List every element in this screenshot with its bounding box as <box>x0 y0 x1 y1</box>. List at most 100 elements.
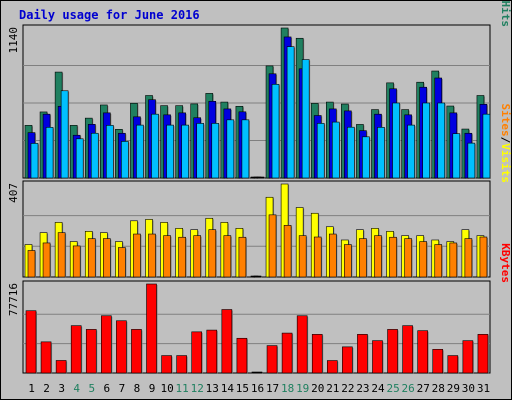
x-tick-26: 26 <box>402 382 415 395</box>
legend-text-1-2: Visits <box>499 143 512 183</box>
bar-pages-30: Pages 30: 265 <box>467 142 476 179</box>
bar-kbytes-18: KBytes 18: 34856 <box>281 332 294 374</box>
bar-kbytes-28: KBytes 28: 20663 <box>432 349 444 374</box>
bar-sites-27: Sites 27: 155 <box>419 241 428 278</box>
x-tick-15: 15 <box>236 382 249 395</box>
bar-kbytes-16: KBytes 16: 0 <box>251 371 263 374</box>
x-tick-27: 27 <box>417 382 430 395</box>
x-tick-2: 2 <box>43 382 50 395</box>
bar-pages-10: Pages 10: 402 <box>166 124 175 179</box>
legend-text-0-3: / <box>499 0 512 1</box>
bar-kbytes-5: KBytes 5: 38066 <box>85 329 98 374</box>
x-tick-14: 14 <box>221 382 235 395</box>
bar-kbytes-23: KBytes 23: 33762 <box>357 334 369 374</box>
bar-pages-2: Pages 2: 385 <box>45 127 55 179</box>
x-axis-labels: 1 2 3 4 5 6 7 8 9 10 11 12 13 14 15 16 17 18 19 20 21 22 23 24 2… <box>28 382 490 395</box>
bar-sites-24: Sites 24: 181 <box>374 235 383 278</box>
x-tick-4: 4 <box>73 382 80 395</box>
bar-sites-16: Sites 16: 0 <box>253 275 262 278</box>
bar-kbytes-22: KBytes 22: 22824 <box>342 346 354 374</box>
x-tick-23: 23 <box>356 382 369 395</box>
legend-text-0-4: Hits <box>499 1 512 28</box>
bar-pages-31: Pages 31: 485 <box>482 113 491 179</box>
x-tick-8: 8 <box>134 382 141 395</box>
bar-pages-4: Pages 4: 298 <box>75 138 85 179</box>
bar-sites-29: Sites 29: 149 <box>449 242 458 278</box>
bar-pages-7: Pages 7: 278 <box>121 141 130 179</box>
panel-2: 77716 KBytes KBytes 1: 54386KBytes 2: 2719… <box>7 243 512 374</box>
bar-sites-12: Sites 12: 181 <box>193 235 202 278</box>
panel-2-max-label: 77716 <box>7 283 20 316</box>
bar-kbytes-7: KBytes 7: 45628 <box>116 320 128 374</box>
bar-kbytes-2: KBytes 2: 27196 <box>40 341 53 374</box>
bar-kbytes-29: KBytes 29: 15213 <box>447 355 459 374</box>
bar-pages-5: Pages 5: 340 <box>90 132 100 179</box>
panel-0-max-label: 1140 <box>7 27 20 54</box>
legend-text-1-0: Sites <box>499 104 512 137</box>
x-tick-25: 25 <box>386 382 399 395</box>
bar-kbytes-27: KBytes 27: 36966 <box>417 330 429 374</box>
bar-kbytes-1: KBytes 1: 54386 <box>25 310 37 374</box>
bar-sites-10: Sites 10: 181 <box>163 235 172 278</box>
bar-sites-30: Sites 30: 168 <box>464 238 473 278</box>
x-tick-3: 3 <box>58 382 65 395</box>
bar-pages-8: Pages 8: 402 <box>136 124 145 179</box>
bar-sites-28: Sites 28: 142 <box>434 244 443 278</box>
bar-kbytes-21: KBytes 21: 10876 <box>326 360 339 374</box>
bar-kbytes-25: KBytes 25: 38066 <box>387 329 399 374</box>
chart-title: Daily usage for June 2016 <box>19 8 200 22</box>
bar-kbytes-19: KBytes 19: 49993 <box>296 315 309 374</box>
bar-sites-9: Sites 9: 188 <box>148 233 157 278</box>
bar-sites-3: Sites 3: 194 <box>57 232 67 278</box>
panel-2-legend: KBytes <box>499 243 512 283</box>
bar-pages-12: Pages 12: 415 <box>196 123 205 179</box>
x-tick-18: 18 <box>281 382 294 395</box>
bar-sites-15: Sites 15: 174 <box>238 236 247 278</box>
bar-sites-17: Sites 17: 272 <box>268 214 278 278</box>
x-tick-11: 11 <box>176 382 189 395</box>
bar-pages-21: Pages 21: 425 <box>331 121 341 179</box>
x-tick-24: 24 <box>371 382 385 395</box>
bar-kbytes-6: KBytes 6: 49993 <box>101 315 113 374</box>
x-tick-9: 9 <box>149 382 156 395</box>
bar-sites-23: Sites 23: 168 <box>359 238 368 278</box>
bar-pages-9: Pages 9: 485 <box>151 113 160 179</box>
bar-kbytes-11: KBytes 11: 15212 <box>176 355 188 374</box>
bar-sites-18: Sites 18: 226 <box>283 225 293 278</box>
bar-sites-11: Sites 11: 174 <box>178 236 187 278</box>
panel-1-legend: Sites/Visits <box>499 104 512 184</box>
bar-kbytes-24: KBytes 24: 28250 <box>372 340 384 374</box>
bar-sites-5: Sites 5: 168 <box>87 238 97 278</box>
bar-sites-4: Sites 4: 136 <box>72 245 82 278</box>
x-tick-5: 5 <box>88 382 95 395</box>
legend-text-1-1: / <box>499 137 512 144</box>
bar-pages-27: Pages 27: 570 <box>422 102 431 179</box>
x-tick-10: 10 <box>160 382 173 395</box>
bar-sites-6: Sites 6: 168 <box>103 238 112 278</box>
bar-kbytes-9: KBytes 9: 77716 <box>146 283 158 374</box>
bar-pages-3: Pages 3: 663 <box>60 90 70 179</box>
bar-kbytes-17: KBytes 17: 23920 <box>266 345 279 374</box>
bar-pages-23: Pages 23: 313 <box>362 136 371 179</box>
bar-pages-1: Pages 1: 263 <box>30 143 39 179</box>
bar-sites-20: Sites 20: 175 <box>313 236 323 278</box>
bar-pages-14: Pages 14: 442 <box>226 119 235 179</box>
x-tick-30: 30 <box>462 382 475 395</box>
panel-0: 1140Pages/Files/HitsHits 1: 400Files 1: … <box>7 0 512 180</box>
x-tick-16: 16 <box>251 382 264 395</box>
x-tick-12: 12 <box>191 382 204 395</box>
bar-kbytes-30: KBytes 30: 28232 <box>462 340 474 374</box>
bar-kbytes-4: KBytes 4: 41343 <box>70 325 83 374</box>
bar-sites-21: Sites 21: 188 <box>328 233 338 278</box>
bar-kbytes-13: KBytes 13: 37466 <box>206 329 218 374</box>
bar-kbytes-3: KBytes 3: 10928 <box>55 360 68 374</box>
panel-1-max-label: 407 <box>7 183 20 203</box>
x-tick-31: 31 <box>477 382 490 395</box>
bar-sites-26: Sites 26: 168 <box>404 238 413 278</box>
bar-sites-22: Sites 22: 142 <box>344 244 353 278</box>
bar-pages-26: Pages 26: 402 <box>407 124 416 179</box>
bar-pages-22: Pages 22: 386 <box>347 126 356 179</box>
bar-sites-13: Sites 13: 207 <box>208 229 217 278</box>
bar-pages-16: Pages 16: 0 <box>256 176 265 179</box>
